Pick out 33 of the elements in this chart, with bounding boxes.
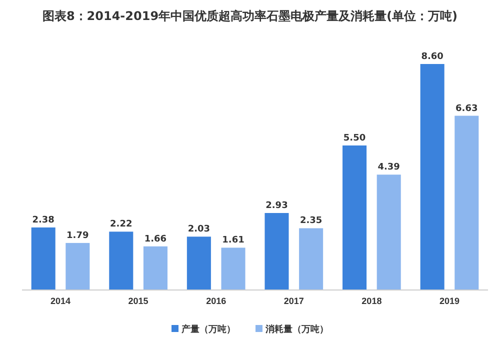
bar	[299, 228, 324, 290]
legend-label: 消耗量（万吨）	[264, 324, 328, 335]
x-tick-label: 2019	[439, 296, 460, 306]
x-tick-label: 2015	[128, 296, 148, 306]
data-label: 5.50	[343, 133, 366, 144]
data-label: 1.79	[66, 230, 89, 241]
data-label: 2.38	[32, 215, 54, 226]
bar	[221, 248, 246, 290]
bar	[264, 213, 289, 290]
data-label: 1.66	[144, 234, 167, 244]
bar	[342, 145, 367, 290]
bar	[186, 236, 211, 290]
bar	[109, 232, 134, 290]
data-label: 4.39	[378, 162, 400, 173]
bar	[66, 242, 90, 290]
bar	[454, 116, 479, 290]
bar	[420, 64, 444, 290]
data-label: 2.03	[188, 224, 210, 235]
x-tick-label: 2014	[50, 296, 71, 306]
x-tick-label: 2016	[206, 296, 226, 306]
data-label: 8.60	[421, 52, 444, 62]
data-label: 2.93	[266, 201, 288, 211]
data-label: 2.35	[300, 216, 322, 226]
bar	[143, 246, 168, 290]
data-label: 1.61	[222, 236, 244, 246]
bar	[376, 174, 401, 290]
legend-label: 产量（万吨）	[180, 324, 236, 335]
x-tick-label: 2017	[284, 296, 304, 306]
data-label: 2.22	[110, 220, 132, 230]
data-label: 6.63	[456, 104, 478, 114]
bar	[31, 227, 56, 290]
chart-title: 图表8：2014-2019年中国优质超高功率石墨电极产量及消耗量(单位：万吨)	[42, 9, 458, 23]
x-tick-label: 2018	[362, 296, 382, 306]
